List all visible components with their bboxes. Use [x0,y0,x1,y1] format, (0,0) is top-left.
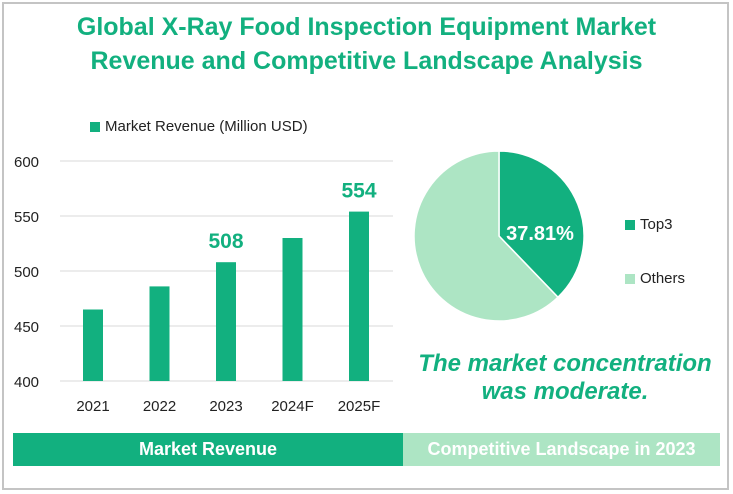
y-tick-label: 400 [14,374,39,391]
pie-legend-top3: Top3 [625,216,673,233]
bar-2024F [282,238,303,381]
x-tick-label: 2024F [271,398,314,415]
bar-2025F [349,211,369,381]
bar-legend: Market Revenue (Million USD) [90,118,308,135]
band-competitive-landscape: Competitive Landscape in 2023 [403,433,720,466]
x-tick-label: 2022 [143,398,176,415]
y-tick-label: 450 [14,319,39,336]
title-line-1: Global X-Ray Food Inspection Equipment M… [76,13,657,41]
page-title: Global X-Ray Food Inspection Equipment M… [0,10,733,78]
note-line-2: was moderate. [481,378,649,405]
pie-chart: 37.81% [413,150,585,322]
y-tick-label: 550 [14,209,39,226]
legend-label-others: Others [640,270,686,287]
legend-swatch-top3 [625,219,635,230]
y-tick-label: 500 [14,264,39,281]
bar-chart: 400 450 500 550 600 2021 2022 2023 508 2024F 2025… [14,154,393,415]
x-tick-label: 2021 [76,398,109,415]
x-tick-label: 2025F [338,398,381,415]
data-label-2025F: 554 [341,180,376,203]
legend-label: Market Revenue (Million USD) [105,118,308,135]
pie-legend-others: Others [625,270,685,287]
pie-slice-top3 [498,150,585,299]
y-tick-label: 600 [14,154,39,171]
pie-slice-others [413,150,559,322]
conclusion-note: The market concentration was moderate. [400,350,730,406]
note-line-1: The market concentration [418,350,712,377]
pie-data-label: 37.81% [506,223,574,245]
band-market-revenue: Market Revenue [13,433,403,466]
bar-2022 [149,286,170,381]
data-label-2023: 508 [208,230,243,253]
legend-swatch [90,121,100,132]
x-tick-label: 2023 [209,398,242,415]
legend-swatch-others [625,273,635,284]
bar-2023 [216,262,236,381]
bar-2021 [83,309,103,381]
legend-label-top3: Top3 [640,216,673,233]
title-line-2: Revenue and Competitive Landscape Analys… [90,47,643,75]
